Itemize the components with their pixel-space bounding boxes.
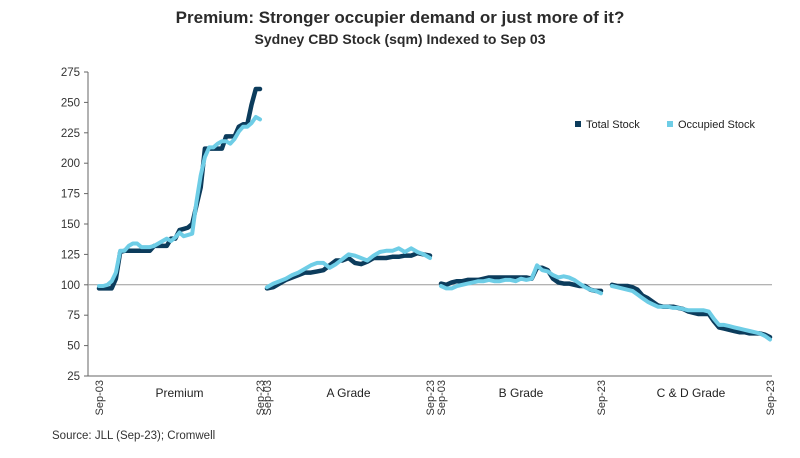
y-tick-label: 225 (61, 128, 80, 140)
x-tick-label-end-c-d-grade: Sep-23 (765, 380, 777, 415)
y-tick-label: 275 (61, 67, 80, 79)
y-tick-label: 100 (61, 280, 80, 292)
x-segment-label-b-grade: B Grade (499, 386, 544, 400)
x-tick-label-end-a-grade: Sep-23 (425, 380, 437, 415)
y-tick-label: 50 (67, 341, 80, 353)
series-line-b-grade-occupied-stock (439, 263, 603, 296)
legend-swatch-total-stock (575, 121, 581, 127)
x-segment-label-c-d-grade: C & D Grade (657, 386, 726, 400)
x-tick-label-start-a-grade: Sep-03 (262, 380, 274, 415)
y-tick-label: 75 (67, 310, 80, 322)
legend-label-total-stock: Total Stock (586, 119, 640, 131)
series-line-premium-occupied-stock (97, 115, 262, 288)
y-tick-label: 125 (61, 249, 80, 261)
chart-title: Premium: Stronger occupier demand or jus… (175, 8, 625, 27)
x-tick-label-start-b-grade: Sep-03 (436, 380, 448, 415)
x-tick-label-end-premium: Sep-23 (255, 380, 267, 415)
y-tick-label: 200 (61, 158, 80, 170)
y-tick-label: 25 (67, 371, 80, 383)
legend-label-occupied-stock: Occupied Stock (678, 119, 756, 131)
x-tick-label-start-premium: Sep-03 (94, 380, 106, 415)
y-tick-label: 250 (61, 97, 80, 109)
chart-subtitle: Sydney CBD Stock (sqm) Indexed to Sep 03 (254, 31, 546, 47)
series-line-a-grade-total-stock (264, 250, 433, 291)
y-tick-label: 150 (61, 219, 80, 231)
x-segment-label-premium: Premium (155, 386, 203, 400)
series-line-a-grade-occupied-stock (265, 246, 432, 290)
series-line-premium-total-stock (96, 86, 263, 291)
x-tick-label-end-b-grade: Sep-23 (596, 380, 608, 415)
chart-source: Source: JLL (Sep-23); Cromwell (52, 430, 216, 442)
series-line-c-d-grade-occupied-stock (610, 284, 772, 342)
legend-swatch-occupied-stock (667, 121, 673, 127)
x-segment-label-a-grade: A Grade (326, 386, 370, 400)
y-tick-label: 175 (61, 189, 80, 201)
